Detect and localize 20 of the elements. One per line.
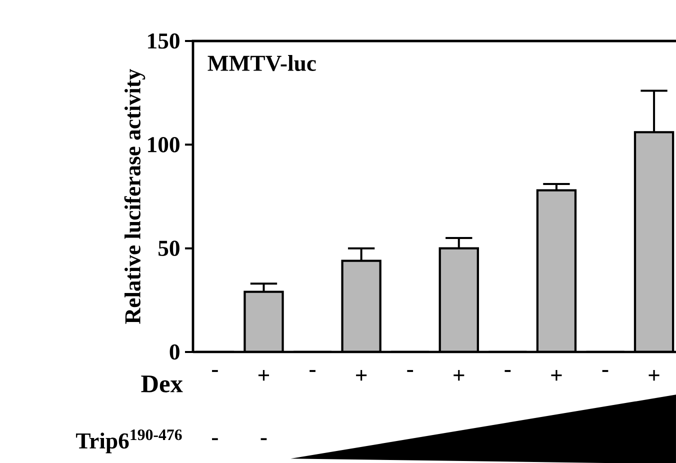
x-tick-label: +: [258, 370, 270, 381]
x-axis-title: Dex: [141, 376, 183, 392]
y-tick-label: 50: [158, 240, 180, 256]
y-tick-label: 150: [148, 33, 180, 49]
x-tick-label: -: [602, 370, 608, 372]
y-tick-label: 100: [148, 137, 180, 152]
x-tick-label: +: [454, 370, 464, 381]
y-tick-label: 0: [170, 344, 180, 360]
text: -: [212, 438, 218, 440]
x-tick-label: +: [356, 370, 367, 381]
x-tick-label: -: [212, 370, 218, 372]
x-tick-label: -: [407, 370, 414, 372]
text: -: [260, 438, 267, 440]
y-axis-title: Relative luciferase activity: [124, 68, 146, 324]
text: Trip6$^{190-476}$: [76, 429, 182, 454]
x-tick-label: +: [648, 370, 660, 381]
x-tick-label: -: [504, 370, 511, 372]
x-tick-label: +: [551, 370, 562, 381]
chart-title: MMTV-luc: [208, 55, 316, 72]
x-tick-label: -: [310, 370, 316, 372]
